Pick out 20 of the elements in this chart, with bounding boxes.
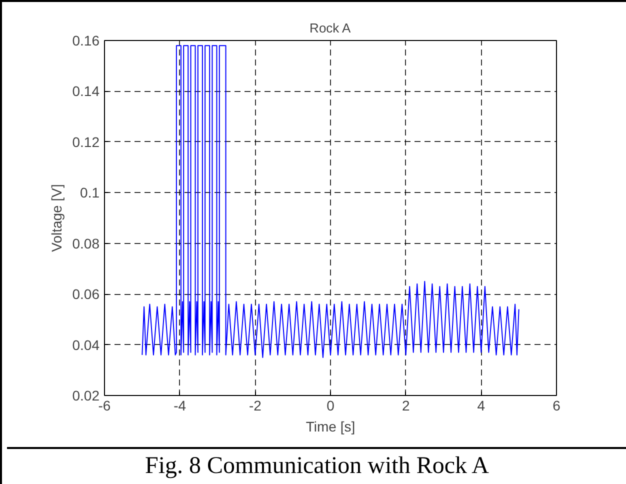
x-tick-label: -6 [98,398,111,414]
chart-title: Rock A [310,20,352,36]
caption: Fig. 8 Communication with Rock A [144,452,489,481]
x-axis-title: Time [s] [306,418,356,434]
y-tick-label: 0.1 [80,184,100,201]
x-tick-label: 0 [326,398,335,414]
y-tick-label: 0.08 [72,235,100,252]
y-tick-label: 0.06 [72,286,100,302]
x-tick-label: -4 [174,398,186,414]
x-tick-label: 6 [552,398,561,414]
x-tick-label: 4 [477,398,486,414]
y-tick-label: 0.16 [72,32,100,48]
x-tick-label: -2 [248,398,262,414]
y-tick-label: 0.02 [72,388,100,404]
y-tick-label: 0.12 [72,134,100,150]
y-axis-title: Voltage [V] [48,184,64,252]
line-series [142,45,520,358]
x-tick-label: 2 [402,398,410,414]
y-tick-label: 0.04 [72,336,100,353]
y-tick-label: 0.14 [72,83,100,100]
